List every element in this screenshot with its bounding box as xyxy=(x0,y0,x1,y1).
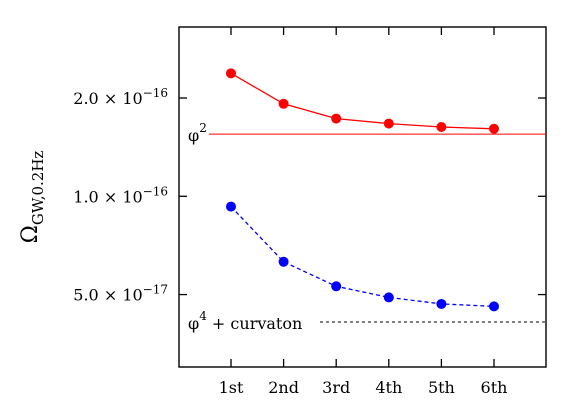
data-point xyxy=(383,118,394,129)
y-tick-exponent: −17 xyxy=(143,283,168,297)
series-line xyxy=(230,206,495,308)
y-tick-base: 10 xyxy=(122,89,142,108)
data-point xyxy=(278,256,289,267)
y-tick-exponent: −16 xyxy=(143,184,168,198)
y-tick-mantissa: 1.0 xyxy=(73,187,104,206)
x-tick-label: 5th xyxy=(428,378,455,397)
x-tick-label: 6th xyxy=(481,378,508,397)
x-tick-label: 3rd xyxy=(322,378,350,397)
series-label-base: φ xyxy=(188,314,199,333)
y-tick-times: × xyxy=(104,286,123,305)
x-tick-label: 2nd xyxy=(268,378,299,397)
y-tick-base: 10 xyxy=(122,286,142,305)
x-tick-label: 4th xyxy=(375,378,402,397)
data-point xyxy=(226,201,236,212)
y-tick-label: 5.0 × 10−17 xyxy=(73,283,168,305)
series-label-rest: + curvaton xyxy=(207,314,302,333)
y-tick-times: × xyxy=(104,187,123,206)
data-point xyxy=(331,113,342,124)
plot-frame xyxy=(178,26,547,368)
y-tick-times: × xyxy=(104,89,123,108)
y-tick-label: 2.0 × 10−16 xyxy=(73,86,168,108)
y-tick-exponent: −16 xyxy=(143,86,168,100)
data-point xyxy=(436,298,447,309)
y-tick-label: 1.0 × 10−16 xyxy=(73,184,168,206)
series-label: φ4 + curvaton xyxy=(188,309,302,333)
x-tick-label: 1st xyxy=(219,378,244,397)
data-point xyxy=(383,292,394,303)
series-label-sup: 4 xyxy=(199,309,207,323)
series-label-base: φ xyxy=(188,126,199,145)
data-point xyxy=(226,68,236,79)
y-axis-label: ΩGW,0.2Hz xyxy=(18,151,47,244)
data-point xyxy=(436,122,447,133)
y-tick-mantissa: 2.0 xyxy=(73,89,104,108)
y-axis-label-sub: GW,0.2Hz xyxy=(29,151,47,225)
y-tick-base: 10 xyxy=(122,187,142,206)
y-tick-mantissa: 5.0 xyxy=(73,286,104,305)
y-axis-label-main: Ω xyxy=(18,225,43,243)
data-point xyxy=(278,98,289,109)
series-line xyxy=(230,72,495,130)
series-label-sup: 2 xyxy=(199,121,207,135)
data-point xyxy=(331,281,342,292)
data-point xyxy=(489,123,499,134)
series-label: φ2 xyxy=(188,121,207,145)
data-point xyxy=(489,301,499,312)
